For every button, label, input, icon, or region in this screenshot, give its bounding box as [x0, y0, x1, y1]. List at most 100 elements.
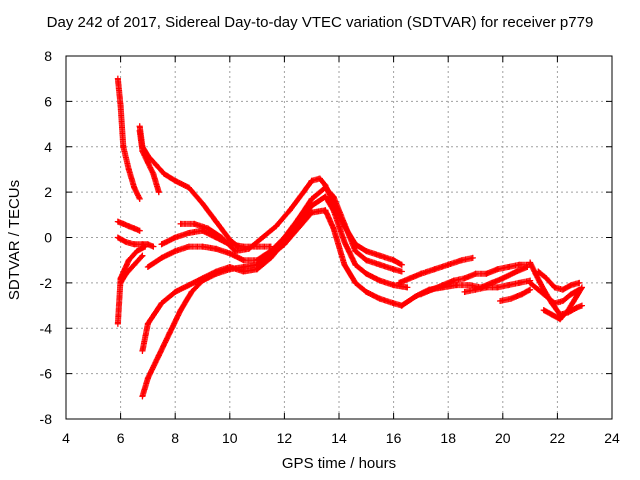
data-point [136, 127, 143, 134]
data-point [213, 270, 220, 277]
data-series [114, 75, 143, 202]
data-point [144, 263, 151, 270]
data-point [341, 220, 348, 227]
data-series [139, 207, 405, 400]
y-tick-label: -8 [40, 411, 53, 427]
data-point [483, 270, 490, 277]
data-point [139, 148, 146, 155]
x-tick-label: 12 [277, 430, 293, 446]
data-point [267, 252, 274, 259]
data-point [199, 200, 206, 207]
data-point [120, 143, 127, 150]
data-point [131, 184, 138, 191]
data-point [363, 270, 370, 277]
data-point [376, 277, 383, 284]
data-point [352, 248, 359, 255]
data-point [576, 279, 583, 286]
data-point [139, 252, 146, 259]
data-point [330, 225, 337, 232]
data-point [548, 311, 555, 318]
data-point [330, 193, 337, 200]
data-point [497, 298, 504, 305]
data-point [144, 159, 151, 166]
data-point [155, 189, 162, 196]
data-point [505, 263, 512, 270]
y-tick-labels: -8 -6 -4 -2 0 2 4 6 8 [40, 48, 53, 427]
data-point [240, 263, 247, 270]
x-tick-label: 22 [550, 430, 566, 446]
data-point [363, 248, 370, 255]
data-point [507, 295, 514, 302]
data-series [417, 261, 534, 298]
x-tick-label: 24 [604, 430, 620, 446]
data-point [341, 261, 348, 268]
x-tick-label: 4 [62, 430, 70, 446]
data-point [281, 241, 288, 248]
data-point [300, 189, 307, 196]
data-point [551, 300, 558, 307]
data-point [185, 282, 192, 289]
data-point [450, 277, 457, 284]
data-point [565, 307, 572, 314]
data-point [376, 252, 383, 259]
data-point [120, 220, 127, 227]
data-point [226, 250, 233, 257]
data-series [177, 175, 405, 268]
y-tick-label: 0 [44, 230, 52, 246]
y-tick-label: 8 [44, 48, 52, 64]
data-point [535, 268, 542, 275]
data-point [352, 279, 359, 286]
data-point [453, 282, 460, 289]
data-point [551, 284, 558, 291]
data-point [390, 300, 397, 307]
data-point [543, 275, 550, 282]
data-point [573, 293, 580, 300]
data-point [516, 261, 523, 268]
data-point [153, 161, 160, 168]
y-tick-label: -2 [40, 275, 53, 291]
data-point [240, 257, 247, 264]
data-point [568, 291, 575, 298]
data-point [286, 207, 293, 214]
data-point [559, 286, 566, 293]
data-point [139, 347, 146, 354]
x-tick-label: 10 [222, 430, 238, 446]
data-point [144, 320, 151, 327]
data-point [177, 220, 184, 227]
data-point [322, 193, 329, 200]
data-point [494, 284, 501, 291]
data-point [308, 177, 315, 184]
data-point [308, 195, 315, 202]
data-point [150, 170, 157, 177]
data-point [404, 284, 411, 291]
data-series [139, 193, 411, 354]
data-series [144, 184, 405, 275]
data-point [396, 279, 403, 286]
data-point [161, 170, 168, 177]
data-point [472, 270, 479, 277]
data-point [516, 279, 523, 286]
data-point [142, 243, 149, 250]
data-point [295, 225, 302, 232]
data-point [390, 266, 397, 273]
data-point [499, 275, 506, 282]
data-point [114, 75, 121, 82]
data-point [158, 254, 165, 261]
data-point [114, 218, 121, 225]
data-point [125, 257, 132, 264]
data-point [273, 223, 280, 230]
data-point [166, 329, 173, 336]
data-point [535, 286, 542, 293]
data-point [114, 320, 121, 327]
data-point [136, 195, 143, 202]
data-point [341, 239, 348, 246]
data-series [535, 268, 583, 293]
data-markers [114, 75, 585, 400]
data-point [390, 257, 397, 264]
x-tick-label: 16 [386, 430, 402, 446]
y-tick-label: 2 [44, 184, 52, 200]
data-point [150, 243, 157, 250]
data-point [308, 202, 315, 209]
data-series [396, 254, 476, 286]
data-point [467, 282, 474, 289]
